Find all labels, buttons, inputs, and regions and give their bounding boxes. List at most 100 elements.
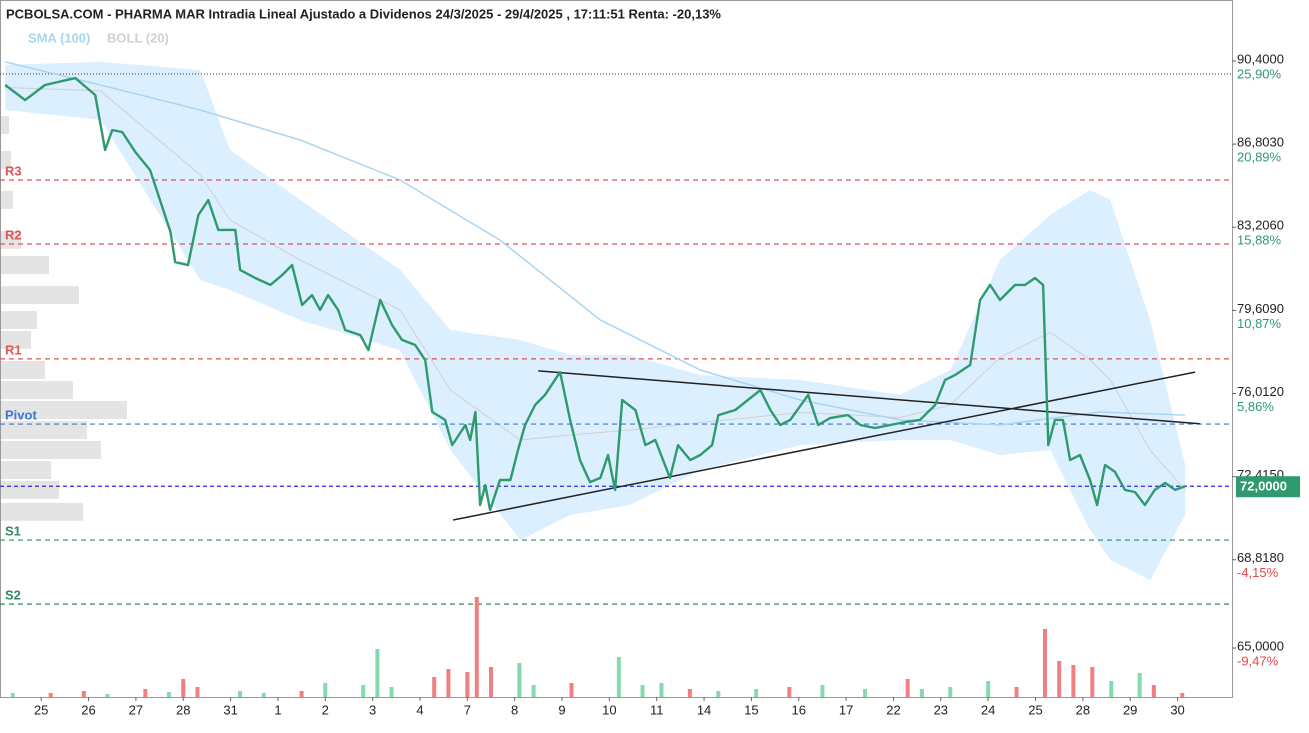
volume-bar <box>716 691 721 697</box>
volume-profile-bar <box>1 381 73 400</box>
bollinger-band <box>5 61 1186 581</box>
legend-entry: BOLL (20) <box>107 30 169 45</box>
volume-bar <box>375 649 380 697</box>
volume-profile-bar <box>1 330 31 349</box>
volume-bar <box>1071 665 1076 697</box>
volume-profile-bar <box>1 190 13 209</box>
x-tick-label: 25 <box>1028 702 1042 717</box>
volume-bar <box>10 693 15 697</box>
volume-bar <box>143 689 148 697</box>
y-tick-return: -4,15% <box>1237 565 1279 580</box>
x-tick-label: 28 <box>1076 702 1090 717</box>
volume-bar <box>1042 629 1047 697</box>
volume-profile-bar <box>1 230 21 249</box>
volume-bar <box>754 689 759 697</box>
level-label: R2 <box>5 227 22 242</box>
bollinger-middle <box>5 87 1186 491</box>
x-tick-label: 27 <box>129 702 143 717</box>
x-tick-label: 25 <box>34 702 48 717</box>
trendline <box>452 371 1196 521</box>
volume-bar <box>1109 681 1114 697</box>
volume-bar <box>531 685 536 697</box>
volume-bar <box>1014 687 1019 697</box>
volume-profile-bar <box>1 440 101 459</box>
level-label: S2 <box>5 588 21 603</box>
volume-bar <box>616 657 621 697</box>
volume-bar <box>787 687 792 697</box>
volume-bar <box>948 687 953 697</box>
volume-bar <box>863 689 868 697</box>
level-label: R1 <box>5 342 22 357</box>
last-price-box <box>1236 476 1300 498</box>
volume-profile-bar <box>1 116 9 135</box>
x-tick-label: 16 <box>792 702 806 717</box>
volume-bar <box>432 677 437 697</box>
volume-profile-bar <box>1 311 37 330</box>
y-tick-label: 83,2060 <box>1237 218 1284 233</box>
x-tick-label: 3 <box>369 702 376 717</box>
data-layer <box>4 61 1200 697</box>
volume-bar <box>465 672 470 697</box>
y-tick-return: 15,88% <box>1237 233 1282 248</box>
y-tick-label: 79,6090 <box>1237 301 1284 316</box>
volume-bar <box>474 597 479 697</box>
volume-profile-bar <box>1 480 59 499</box>
volume-bar <box>1090 667 1095 697</box>
chart-title: PCBOLSA.COM - PHARMA MAR Intradia Lineal… <box>6 6 721 21</box>
volume-profile-bar <box>1 421 87 440</box>
title-bar <box>1 1 1232 27</box>
x-tick-label: 29 <box>1123 702 1137 717</box>
y-tick-label: 65,0000 <box>1237 638 1284 653</box>
x-tick-label: 17 <box>839 702 853 717</box>
x-tick-label: 31 <box>223 702 237 717</box>
volume-bar <box>659 683 664 697</box>
y-tick-return: 10,87% <box>1237 316 1282 331</box>
level-label: R3 <box>5 163 22 178</box>
volume-bar <box>389 687 394 697</box>
volume-bar <box>919 689 924 697</box>
x-tick-label: 10 <box>602 702 616 717</box>
level-label: Pivot <box>5 408 37 423</box>
x-tick-label: 22 <box>886 702 900 717</box>
x-tick-label: 11 <box>650 702 664 717</box>
volume-profile-bar <box>1 256 49 275</box>
volume-bar <box>1180 693 1185 697</box>
y-tick-label: 86,8030 <box>1237 135 1284 150</box>
level-label: S1 <box>5 524 21 539</box>
volume-bar <box>820 685 825 697</box>
volume-bar <box>48 693 53 697</box>
x-tick-label: 14 <box>697 702 711 717</box>
x-tick-label: 2 <box>322 702 329 717</box>
x-tick-label: 28 <box>176 702 190 717</box>
volume-bar <box>261 693 266 697</box>
volume-profile-bar <box>1 502 83 521</box>
volume-bar <box>299 691 304 697</box>
price-line <box>4 76 1186 512</box>
volume-bar <box>517 663 522 697</box>
volume-bar <box>81 691 86 697</box>
volume-bar <box>905 679 910 697</box>
x-tick-label: 30 <box>1170 702 1184 717</box>
volume-bar <box>986 681 991 697</box>
volume-profile-bar <box>1 461 51 480</box>
x-tick-label: 7 <box>464 702 471 717</box>
volume-bar <box>238 691 243 697</box>
last-price-label: 72,0000 <box>1240 479 1287 494</box>
y-tick-return: 5,86% <box>1237 399 1274 414</box>
x-tick-label: 4 <box>416 702 423 717</box>
x-tick-label: 26 <box>81 702 95 717</box>
x-tick-label: 8 <box>511 702 518 717</box>
volume-bar <box>1057 661 1062 697</box>
y-tick-label: 76,0120 <box>1237 384 1284 399</box>
x-tick-label: 1 <box>274 702 281 717</box>
y-tick-label: 68,8180 <box>1237 550 1284 565</box>
volume-bar <box>1137 673 1142 697</box>
volume-bar <box>640 685 645 697</box>
legend-entry: SMA (100) <box>28 30 90 45</box>
volume-bar <box>195 687 200 697</box>
trendline <box>538 370 1200 425</box>
volume-bar <box>181 679 186 697</box>
